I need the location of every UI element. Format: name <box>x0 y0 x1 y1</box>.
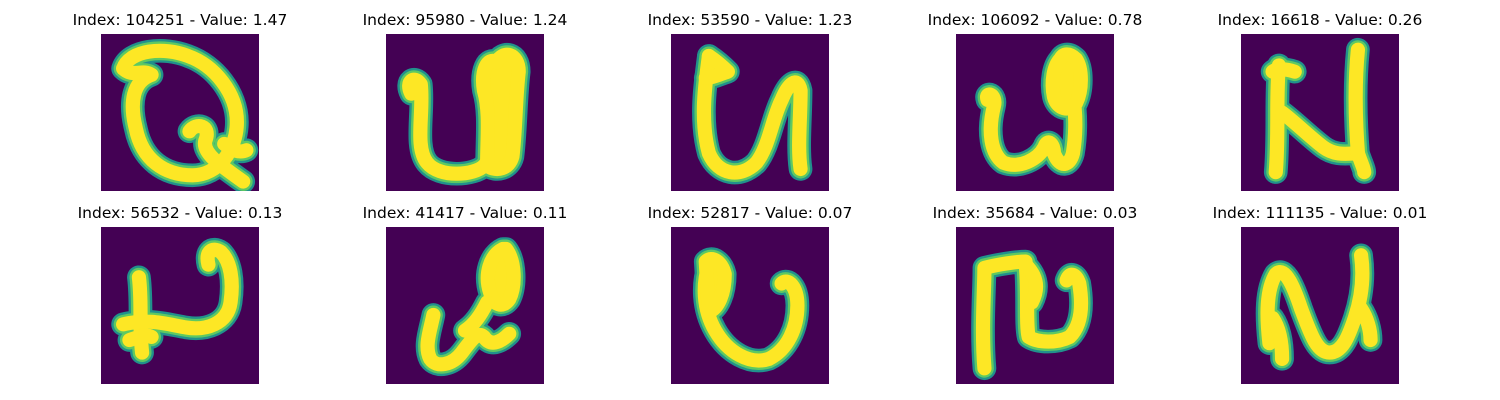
handwritten-u-glyph <box>956 34 1114 191</box>
panel-9: Index: 35684 - Value: 0.03 <box>905 203 1165 393</box>
handwritten-n-glyph <box>1241 34 1399 191</box>
handwritten-u-glyph <box>671 34 829 191</box>
panel-title: Index: 35684 - Value: 0.03 <box>932 204 1138 222</box>
handwritten-u-glyph <box>386 34 544 191</box>
panel-title: Index: 104251 - Value: 1.47 <box>72 11 288 29</box>
handwritten-q-glyph <box>101 34 259 191</box>
handwritten-u-glyph <box>671 227 829 384</box>
panel-3: Index: 53590 - Value: 1.23 <box>620 10 880 200</box>
handwritten-u-glyph <box>386 227 544 384</box>
panel-title: Index: 56532 - Value: 0.13 <box>77 204 283 222</box>
handwritten-u-glyph <box>101 227 259 384</box>
panel-title: Index: 95980 - Value: 1.24 <box>362 11 568 29</box>
panel-title: Index: 52817 - Value: 0.07 <box>647 204 853 222</box>
panel-title: Index: 111135 - Value: 0.01 <box>1212 204 1428 222</box>
handwritten-n-glyph <box>1241 227 1399 384</box>
panel-2: Index: 95980 - Value: 1.24 <box>335 10 595 200</box>
panel-title: Index: 106092 - Value: 0.78 <box>927 11 1143 29</box>
panel-title: Index: 53590 - Value: 1.23 <box>647 11 853 29</box>
panel-title: Index: 16618 - Value: 0.26 <box>1217 11 1423 29</box>
panel-title: Index: 41417 - Value: 0.11 <box>362 204 568 222</box>
panel-6: Index: 56532 - Value: 0.13 <box>50 203 310 393</box>
panel-5: Index: 16618 - Value: 0.26 <box>1190 10 1450 200</box>
panel-4: Index: 106092 - Value: 0.78 <box>905 10 1165 200</box>
panel-7: Index: 41417 - Value: 0.11 <box>335 203 595 393</box>
panel-1: Index: 104251 - Value: 1.47 <box>50 10 310 200</box>
handwritten-n-glyph <box>956 227 1114 384</box>
panel-8: Index: 52817 - Value: 0.07 <box>620 203 880 393</box>
panel-10: Index: 111135 - Value: 0.01 <box>1190 203 1450 393</box>
